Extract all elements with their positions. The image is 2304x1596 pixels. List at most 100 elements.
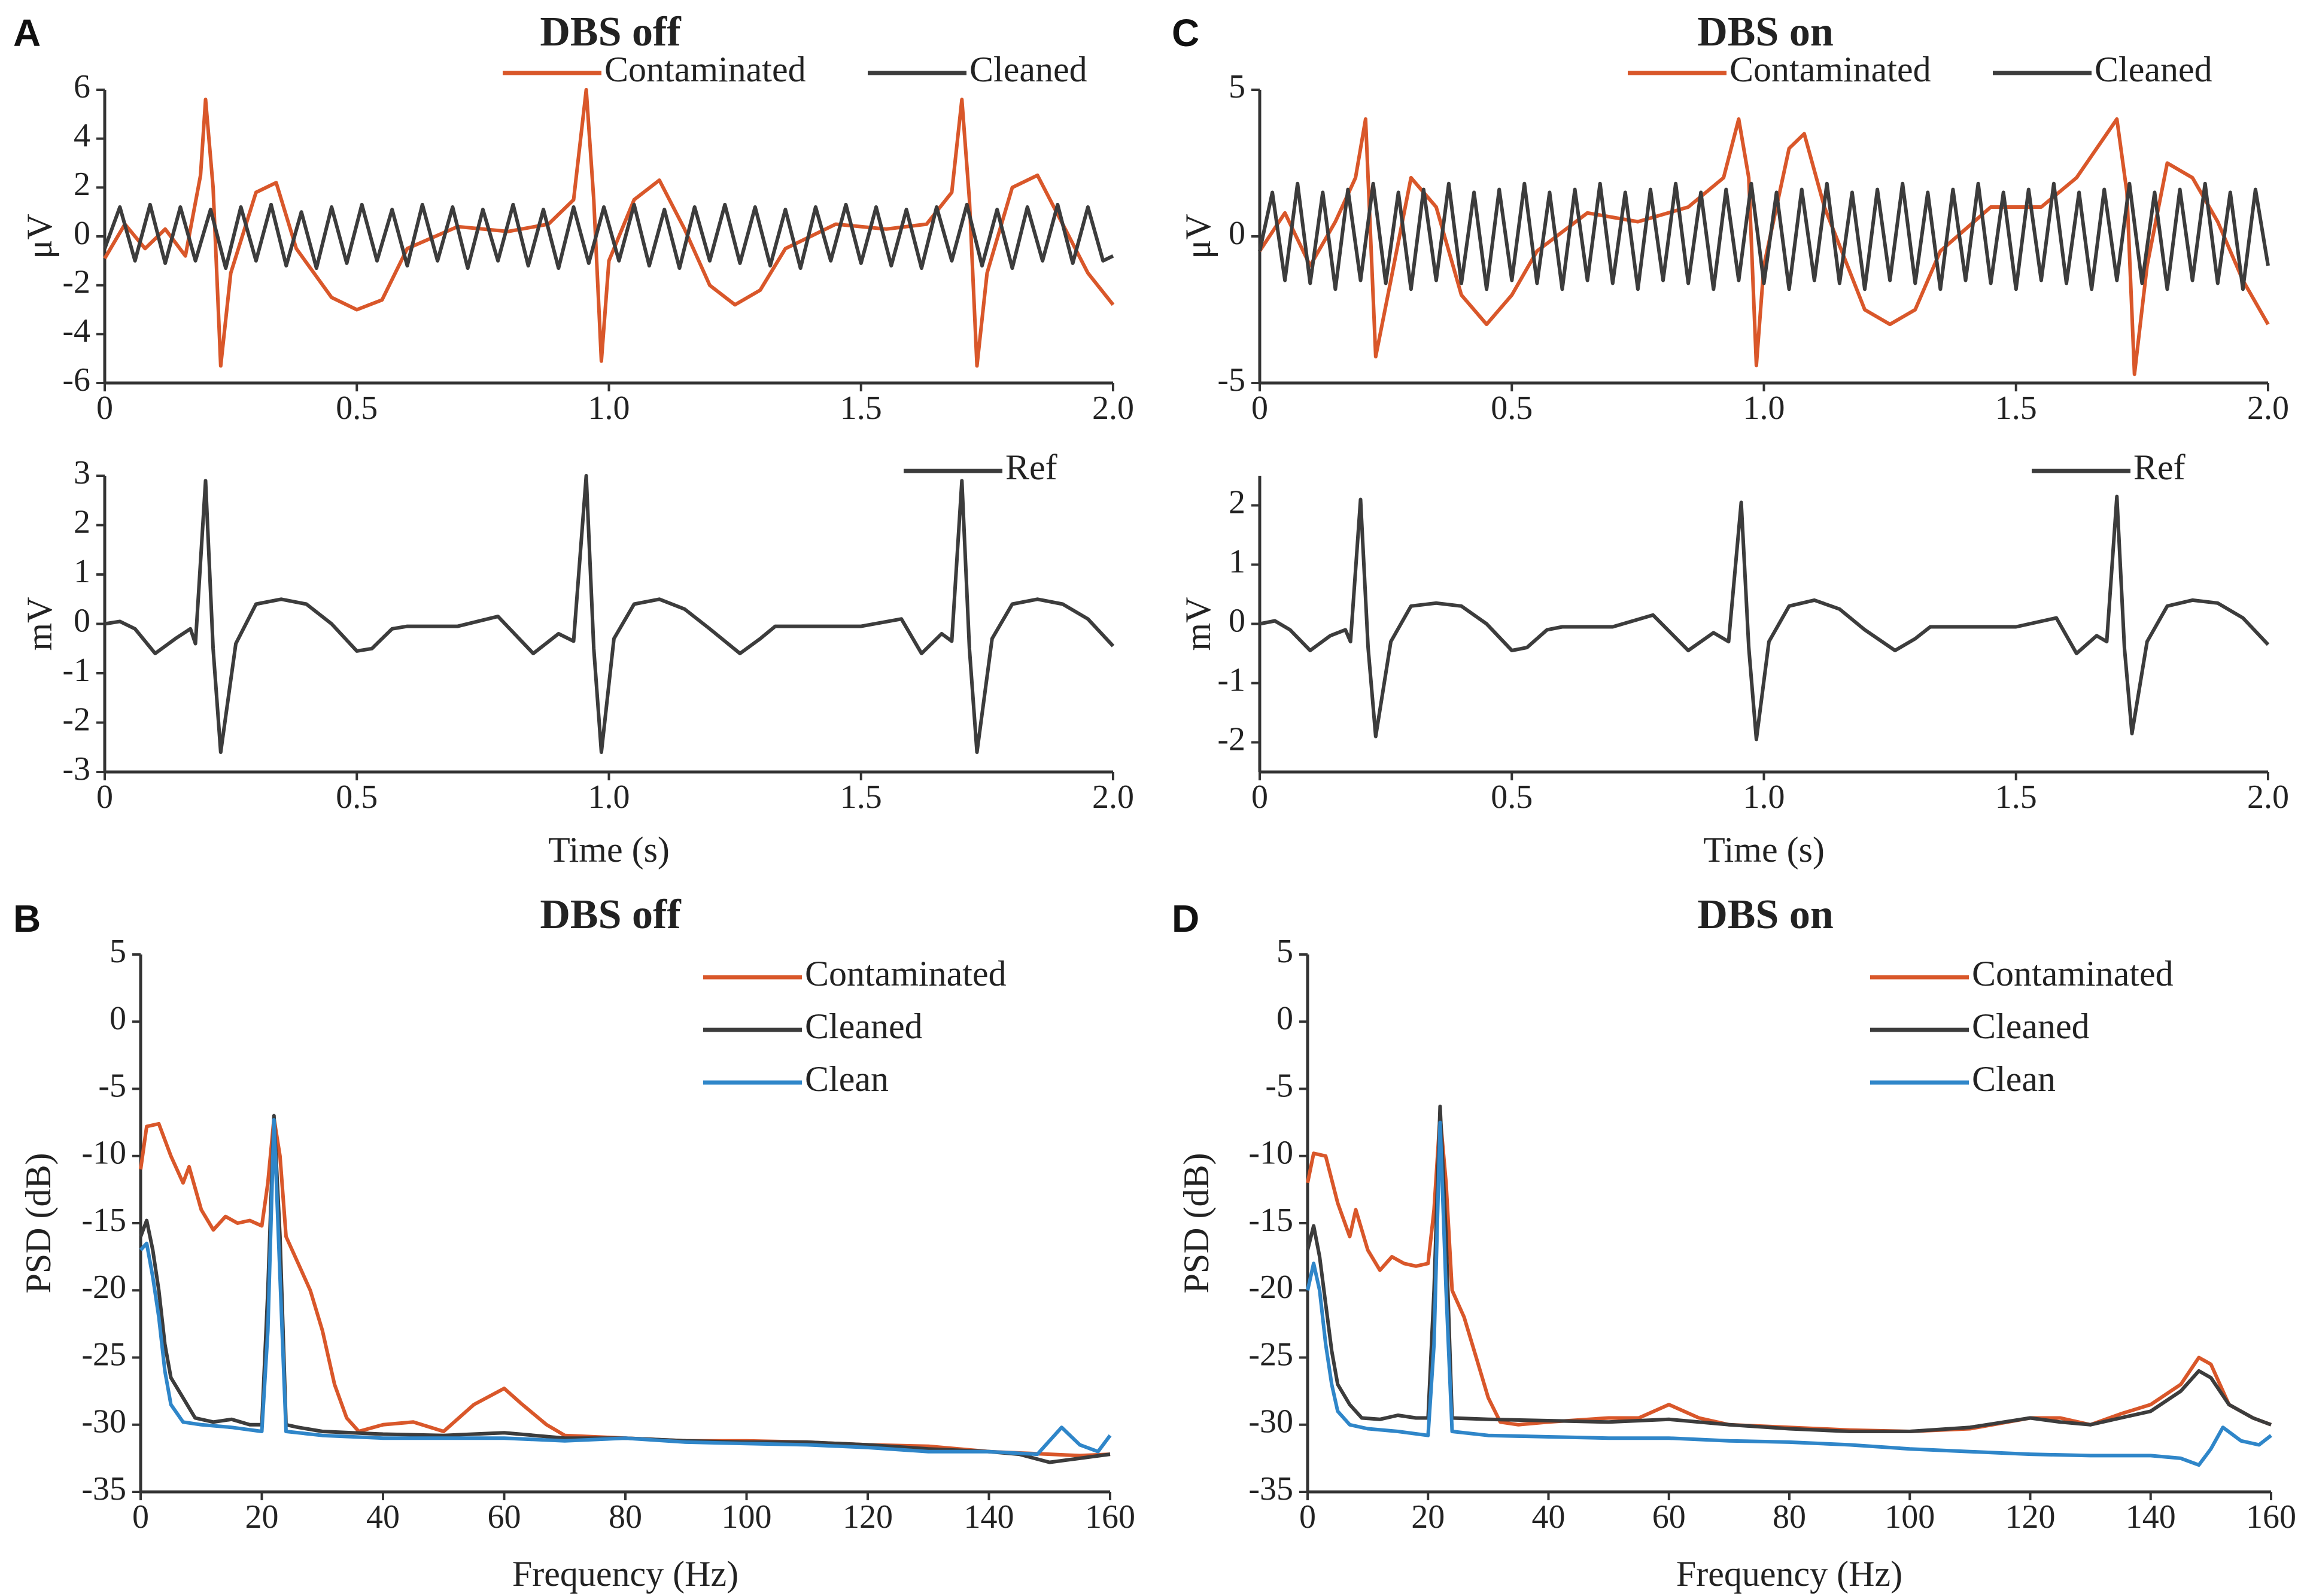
- panel-letter: C: [1172, 11, 1199, 54]
- y-axis-label: mV: [20, 597, 59, 651]
- y-tick-label: 4: [74, 117, 90, 154]
- legend-item-clean: Clean: [703, 1059, 889, 1099]
- x-tick-label: 60: [488, 1498, 521, 1536]
- x-tick-label: 20: [1411, 1498, 1445, 1536]
- x-tick-label: 0: [96, 779, 113, 816]
- x-axis-label: Frequency (Hz): [512, 1554, 738, 1594]
- y-tick-label: -2: [1217, 721, 1245, 758]
- x-tick-label: 1.5: [1995, 390, 2037, 427]
- legend-label: Cleaned: [969, 50, 1087, 89]
- x-tick-label: 0: [1299, 1498, 1316, 1536]
- x-tick-label: 40: [366, 1498, 400, 1536]
- panel-c-bottom: 0 0.5 1.0 1.5 2.0 2 1 0 -1 -2 mV Time (s) Ref: [1178, 448, 2289, 870]
- y-tick-label: -1: [1217, 661, 1245, 698]
- y-tick-label: -3: [62, 750, 90, 788]
- x-tick-label: 0.5: [336, 779, 378, 816]
- y-tick-label: -6: [62, 361, 90, 399]
- series-ref-line: [104, 474, 1115, 754]
- x-tick-label: 100: [722, 1498, 772, 1536]
- y-tick-label: 0: [1229, 215, 1245, 252]
- y-axis-label: μV: [20, 214, 59, 259]
- legend-label: Ref: [1005, 448, 1057, 487]
- x-tick-label: 1.0: [588, 779, 630, 816]
- series-cleaned-line: [103, 202, 1114, 270]
- series-contaminated-line: [1258, 117, 2270, 376]
- series-contaminated-line: [103, 88, 1115, 368]
- x-tick-label: 40: [1532, 1498, 1566, 1536]
- x-tick-label: 1.0: [1743, 779, 1785, 816]
- chart-title: DBS off: [540, 9, 681, 55]
- y-tick-label: 1: [1229, 543, 1245, 580]
- x-axis-label: Time (s): [548, 830, 670, 870]
- x-tick-label: 20: [245, 1498, 279, 1536]
- x-tick-label: 0.5: [1491, 390, 1533, 427]
- x-tick-label: 2.0: [1092, 390, 1134, 427]
- x-tick-label: 1.5: [840, 390, 882, 427]
- y-tick-label: -25: [1248, 1336, 1293, 1373]
- y-tick-label: -15: [81, 1202, 126, 1239]
- y-tick-label: 0: [1276, 1000, 1293, 1037]
- x-tick-label: 0: [132, 1498, 149, 1536]
- x-tick-label: 80: [609, 1498, 642, 1536]
- legend-item-clean: Clean: [1870, 1059, 2056, 1099]
- x-axis-label: Time (s): [1703, 830, 1825, 870]
- x-tick-label: 140: [964, 1498, 1014, 1536]
- chart-title: DBS on: [1697, 9, 1834, 55]
- y-tick-label: -1: [62, 652, 90, 689]
- x-tick-label: 160: [2246, 1498, 2296, 1536]
- y-tick-label: 2: [74, 166, 90, 203]
- x-tick-label: 1.5: [1995, 779, 2037, 816]
- y-tick-label: -10: [81, 1135, 126, 1172]
- x-tick-label: 80: [1773, 1498, 1806, 1536]
- legend-label: Clean: [1972, 1059, 2056, 1099]
- y-tick-label: -20: [81, 1269, 126, 1306]
- series-ref-line: [1259, 494, 2270, 741]
- legend-label: Clean: [805, 1059, 889, 1099]
- panel-d: D DBS on 0 20 40 60 80 100 120 140 160 5 0 -5 -10 -15 -2…: [1172, 892, 2296, 1594]
- panel-letter: A: [13, 11, 41, 54]
- y-tick-label: 0: [74, 602, 90, 639]
- x-tick-label: 2.0: [2247, 779, 2289, 816]
- x-tick-label: 60: [1652, 1498, 1686, 1536]
- y-tick-label: 2: [74, 503, 90, 540]
- x-tick-label: 1.5: [840, 779, 882, 816]
- y-tick-label: 5: [110, 933, 126, 970]
- legend: Ref: [2032, 448, 2186, 487]
- y-tick-label: -5: [98, 1067, 126, 1104]
- y-tick-label: 1: [74, 553, 90, 590]
- y-tick-label: 5: [1229, 68, 1245, 105]
- legend-label: Cleaned: [1972, 1007, 2090, 1046]
- series-cleaned-line: [1306, 1104, 2272, 1433]
- y-tick-label: -25: [81, 1336, 126, 1373]
- y-tick-label: 6: [74, 68, 90, 105]
- x-tick-label: 0.5: [1491, 779, 1533, 816]
- y-tick-label: -2: [62, 264, 90, 301]
- x-tick-label: 120: [2005, 1498, 2056, 1536]
- legend-item-contaminated: Contaminated: [703, 954, 1007, 993]
- legend-item-ref: Ref: [2032, 448, 2186, 487]
- y-tick-label: 2: [1229, 484, 1245, 521]
- x-tick-label: 160: [1085, 1498, 1135, 1536]
- x-tick-label: 120: [843, 1498, 893, 1536]
- panel-b: B DBS off 0 20 40 60 80 100 120 140 160 5 0 -5 -10 -15 -…: [13, 892, 1135, 1594]
- y-tick-label: -30: [1248, 1403, 1293, 1440]
- series-clean-line: [139, 1118, 1112, 1457]
- legend: Ref: [904, 448, 1057, 487]
- legend-item-cleaned: Cleaned: [1870, 1007, 2090, 1046]
- legend-label: Contaminated: [1729, 50, 1931, 89]
- panel-a-top: A DBS off 0 0.5 1.0 1.5 2.0 6 4 2 0 -2 -4 -6 μV Contami…: [13, 9, 1134, 427]
- x-tick-label: 0: [1251, 779, 1268, 816]
- legend: Contaminated Cleaned Clean: [1870, 954, 2174, 1099]
- panel-a-bottom: 0 0.5 1.0 1.5 2.0 3 2 1 0 -1 -2 -3 mV Time (s) Ref: [20, 448, 1134, 870]
- legend-label: Contaminated: [604, 50, 806, 89]
- y-tick-label: 0: [1229, 602, 1245, 639]
- y-tick-label: -2: [62, 701, 90, 738]
- x-tick-label: 2.0: [1092, 779, 1134, 816]
- y-tick-label: -15: [1248, 1202, 1293, 1239]
- x-tick-label: 0: [96, 390, 113, 427]
- legend-item-contaminated: Contaminated: [1628, 50, 1931, 89]
- series-cleaned-line: [139, 1114, 1111, 1464]
- x-tick-label: 2.0: [2247, 390, 2289, 427]
